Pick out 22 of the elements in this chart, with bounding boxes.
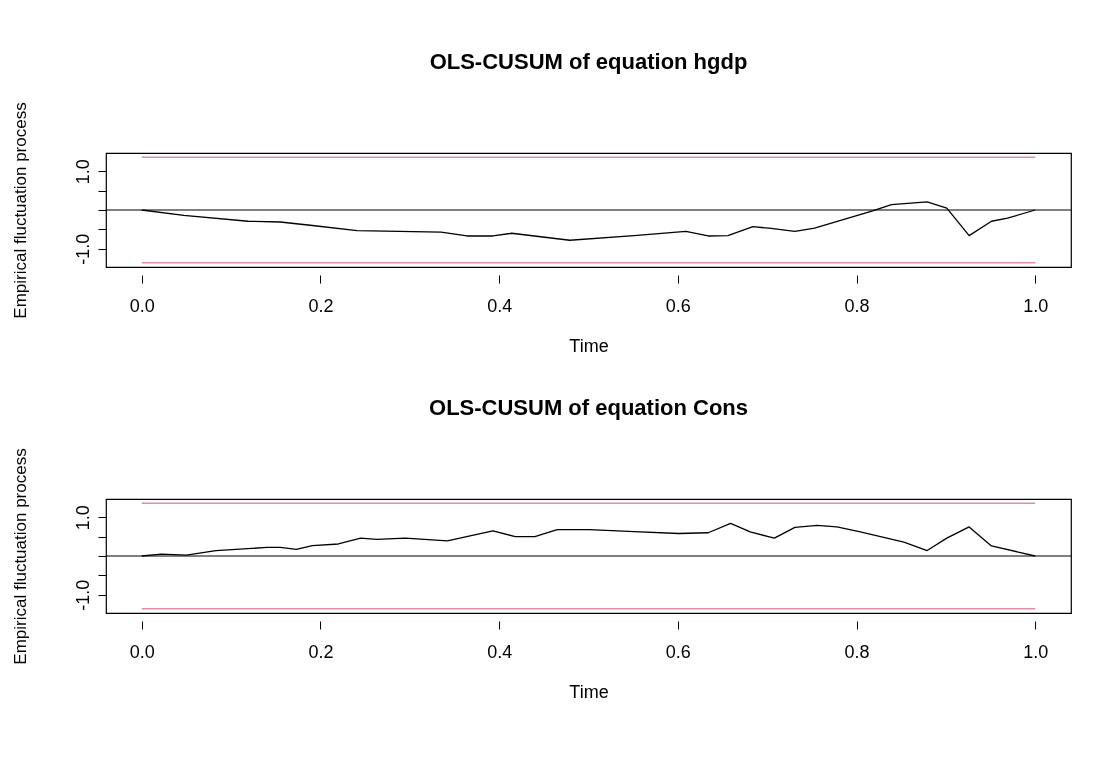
x-tick-label: 0.2: [308, 641, 334, 662]
x-tick-label: 0.0: [129, 295, 155, 316]
y-tick-label: -1.0: [72, 233, 93, 265]
x-tick-label: 0.4: [487, 295, 513, 316]
y-axis-title: Empirical fluctuation process: [10, 448, 30, 665]
x-tick-label: 0.2: [308, 295, 334, 316]
x-tick-label: 0.8: [844, 295, 870, 316]
y-tick-label: 1.0: [72, 505, 93, 531]
chart-title: OLS-CUSUM of equation Cons: [429, 394, 748, 420]
x-tick-label: 0.4: [487, 641, 513, 662]
chart-title: OLS-CUSUM of equation hgdp: [429, 48, 748, 74]
y-tick-label: -1.0: [72, 579, 93, 611]
x-tick-label: 0.6: [665, 641, 691, 662]
x-tick-label: 1.0: [1023, 295, 1049, 316]
x-tick-label: 1.0: [1023, 641, 1049, 662]
x-axis-title: Time: [569, 335, 609, 356]
y-tick-label: 1.0: [72, 159, 93, 185]
x-tick-label: 0.8: [844, 641, 870, 662]
x-tick-label: 0.0: [129, 641, 155, 662]
y-axis-title: Empirical fluctuation process: [10, 102, 30, 319]
x-tick-label: 0.6: [665, 295, 691, 316]
x-axis-title: Time: [569, 681, 609, 702]
